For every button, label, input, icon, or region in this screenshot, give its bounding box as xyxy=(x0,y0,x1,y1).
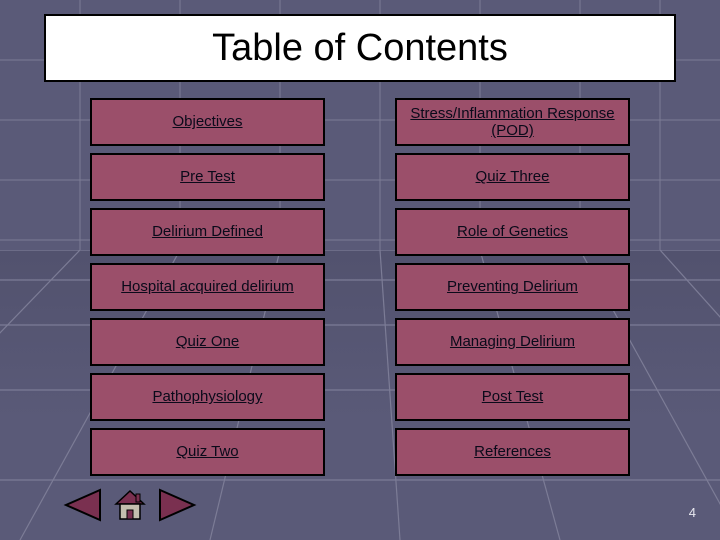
toc-item-stress-inflammation[interactable]: Stress/Inflammation Response (POD) xyxy=(395,98,630,146)
triangle-right-icon xyxy=(158,488,198,522)
toc-item-references[interactable]: References xyxy=(395,428,630,476)
slide: Table of Contents Objectives Stress/Infl… xyxy=(0,0,720,540)
toc-link-label: Delirium Defined xyxy=(152,223,263,240)
title-box: Table of Contents xyxy=(44,14,676,82)
toc-link-label: Stress/Inflammation Response (POD) xyxy=(403,105,622,140)
toc-link-label: Quiz Two xyxy=(176,443,238,460)
toc-item-hospital-acquired-delirium[interactable]: Hospital acquired delirium xyxy=(90,263,325,311)
nav-buttons xyxy=(62,488,198,522)
toc-link-label: Objectives xyxy=(172,113,242,130)
toc-item-managing-delirium[interactable]: Managing Delirium xyxy=(395,318,630,366)
toc-grid: Objectives Stress/Inflammation Response … xyxy=(90,98,630,476)
toc-link-label: Post Test xyxy=(482,388,543,405)
toc-link-label: Managing Delirium xyxy=(450,333,575,350)
next-button[interactable] xyxy=(158,488,198,522)
toc-item-quiz-three[interactable]: Quiz Three xyxy=(395,153,630,201)
toc-item-quiz-one[interactable]: Quiz One xyxy=(90,318,325,366)
toc-item-post-test[interactable]: Post Test xyxy=(395,373,630,421)
page-number: 4 xyxy=(689,505,696,520)
toc-item-delirium-defined[interactable]: Delirium Defined xyxy=(90,208,325,256)
toc-link-label: Role of Genetics xyxy=(457,223,568,240)
toc-link-label: Preventing Delirium xyxy=(447,278,578,295)
toc-link-label: Quiz Three xyxy=(476,168,550,185)
triangle-left-icon xyxy=(62,488,102,522)
toc-item-objectives[interactable]: Objectives xyxy=(90,98,325,146)
house-icon xyxy=(110,488,150,522)
home-button[interactable] xyxy=(110,488,150,522)
page-title: Table of Contents xyxy=(212,27,508,70)
toc-item-pathophysiology[interactable]: Pathophysiology xyxy=(90,373,325,421)
toc-item-pre-test[interactable]: Pre Test xyxy=(90,153,325,201)
toc-link-label: Hospital acquired delirium xyxy=(121,278,294,295)
toc-link-label: Pre Test xyxy=(180,168,235,185)
toc-item-role-of-genetics[interactable]: Role of Genetics xyxy=(395,208,630,256)
toc-item-quiz-two[interactable]: Quiz Two xyxy=(90,428,325,476)
toc-item-preventing-delirium[interactable]: Preventing Delirium xyxy=(395,263,630,311)
toc-link-label: Pathophysiology xyxy=(152,388,262,405)
toc-link-label: Quiz One xyxy=(176,333,239,350)
prev-button[interactable] xyxy=(62,488,102,522)
toc-link-label: References xyxy=(474,443,551,460)
